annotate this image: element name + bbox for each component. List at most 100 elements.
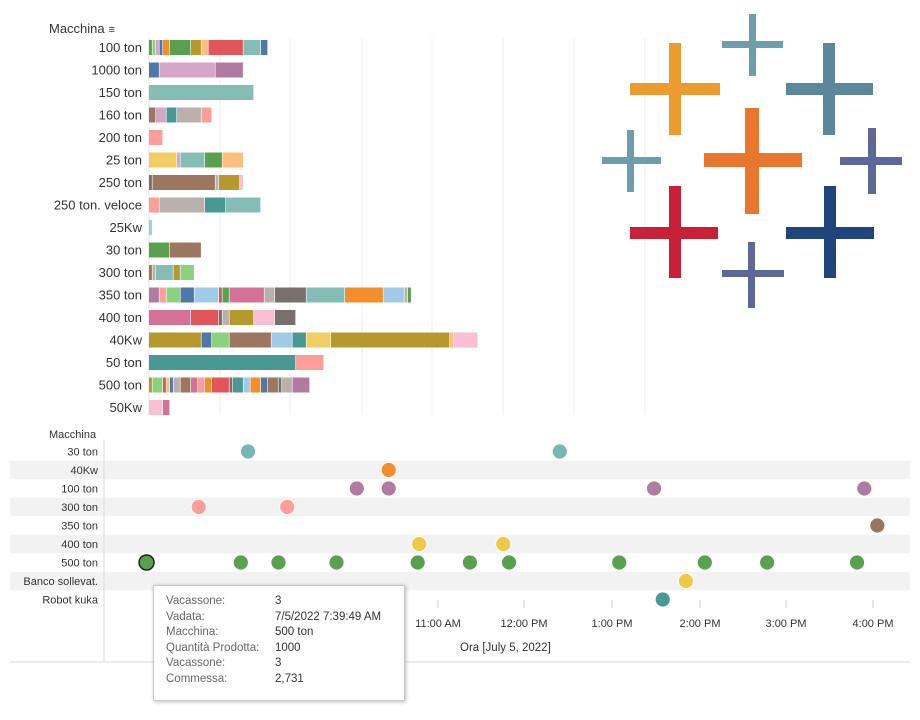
bar-segment[interactable] [149, 242, 170, 258]
data-point[interactable] [409, 554, 426, 571]
data-point[interactable] [551, 443, 568, 460]
bar-segment[interactable] [212, 332, 229, 348]
bar-segment[interactable] [191, 310, 219, 325]
data-point[interactable] [849, 554, 865, 571]
bar-segment[interactable] [152, 377, 163, 393]
data-point[interactable] [380, 480, 397, 497]
bar-segment[interactable] [173, 377, 180, 393]
bar-segment[interactable] [261, 40, 268, 55]
bar-segment[interactable] [149, 310, 191, 325]
bar-segment[interactable] [191, 40, 201, 55]
bar-segment[interactable] [180, 152, 205, 168]
bar-segment[interactable] [226, 197, 261, 213]
bar-segment[interactable] [194, 287, 219, 303]
bar-segment[interactable] [180, 265, 194, 280]
data-point[interactable] [232, 554, 249, 571]
bar-segment[interactable] [166, 377, 170, 393]
bar-segment[interactable] [177, 152, 180, 168]
bar-segment[interactable] [156, 265, 173, 280]
bar-segment[interactable] [152, 175, 215, 190]
bar-segment[interactable] [450, 332, 453, 348]
bar-segment[interactable] [166, 287, 180, 303]
bar-segment[interactable] [149, 287, 159, 303]
data-point[interactable] [240, 443, 256, 460]
bar-segment[interactable] [219, 287, 222, 303]
bar-segment[interactable] [243, 377, 250, 393]
bar-segment[interactable] [268, 377, 278, 393]
bar-segment[interactable] [296, 355, 324, 370]
bar-segment[interactable] [149, 332, 201, 348]
bar-segment[interactable] [408, 287, 411, 303]
bar-segment[interactable] [222, 310, 229, 325]
bar-segment[interactable] [170, 242, 201, 258]
bar-segment[interactable] [166, 107, 177, 123]
bar-segment[interactable] [208, 40, 243, 55]
bar-segment[interactable] [149, 107, 156, 123]
bar-segment[interactable] [191, 377, 198, 393]
data-point[interactable] [646, 480, 662, 497]
data-point[interactable] [495, 536, 512, 552]
bar-segment[interactable] [149, 85, 254, 100]
bar-segment[interactable] [233, 377, 243, 393]
data-point[interactable] [696, 554, 713, 571]
bar-segment[interactable] [383, 287, 404, 303]
bar-segment[interactable] [149, 152, 177, 168]
bar-segment[interactable] [271, 332, 292, 348]
bar-segment[interactable] [205, 152, 222, 168]
bar-segment[interactable] [149, 175, 152, 190]
bar-segment[interactable] [292, 332, 306, 348]
bar-chart-dimension-header[interactable]: Macchina ≡ [49, 21, 115, 36]
bar-segment[interactable] [149, 197, 159, 213]
data-point[interactable] [380, 462, 397, 478]
bar-segment[interactable] [205, 377, 212, 393]
bar-segment[interactable] [292, 377, 310, 393]
bar-segment[interactable] [173, 265, 180, 280]
bar-segment[interactable] [159, 287, 166, 303]
bar-segment[interactable] [170, 377, 173, 393]
bar-segment[interactable] [156, 40, 159, 55]
bar-segment[interactable] [254, 310, 275, 325]
bar-segment[interactable] [152, 265, 156, 280]
data-point[interactable] [279, 499, 296, 515]
bar-segment[interactable] [177, 107, 201, 123]
bar-segment[interactable] [306, 332, 331, 348]
bar-segment[interactable] [240, 175, 243, 190]
bar-segment[interactable] [215, 175, 219, 190]
bar-segment[interactable] [278, 377, 282, 393]
bar-segment[interactable] [219, 175, 240, 190]
bar-segment[interactable] [149, 400, 163, 415]
bar-segment[interactable] [201, 40, 208, 55]
bar-segment[interactable] [149, 220, 152, 235]
data-point[interactable] [411, 536, 428, 552]
bar-segment[interactable] [156, 107, 166, 123]
selected-data-point[interactable] [138, 554, 155, 571]
bar-segment[interactable] [282, 377, 292, 393]
bar-segment[interactable] [149, 265, 152, 280]
bar-segment[interactable] [404, 287, 408, 303]
bar-segment[interactable] [275, 310, 296, 325]
bar-segment[interactable] [180, 287, 194, 303]
data-point[interactable] [611, 554, 628, 571]
bar-segment[interactable] [149, 62, 159, 78]
sort-icon[interactable]: ≡ [108, 24, 116, 36]
data-point[interactable] [678, 573, 694, 589]
bar-segment[interactable] [215, 62, 243, 78]
data-point[interactable] [461, 554, 478, 571]
data-point[interactable] [270, 554, 287, 571]
bar-segment[interactable] [201, 332, 212, 348]
bar-segment[interactable] [261, 377, 268, 393]
bar-segment[interactable] [229, 310, 254, 325]
bar-segment[interactable] [163, 377, 166, 393]
bar-segment[interactable] [149, 130, 163, 145]
data-point[interactable] [869, 517, 886, 534]
data-point[interactable] [348, 480, 365, 497]
bar-segment[interactable] [212, 377, 229, 393]
bar-segment[interactable] [149, 377, 152, 393]
bar-segment[interactable] [149, 40, 152, 55]
bar-segment[interactable] [219, 310, 222, 325]
data-point[interactable] [856, 480, 873, 497]
bar-segment[interactable] [229, 377, 233, 393]
bar-segment[interactable] [229, 287, 264, 303]
bar-segment[interactable] [205, 197, 226, 213]
bar-segment[interactable] [345, 287, 383, 303]
